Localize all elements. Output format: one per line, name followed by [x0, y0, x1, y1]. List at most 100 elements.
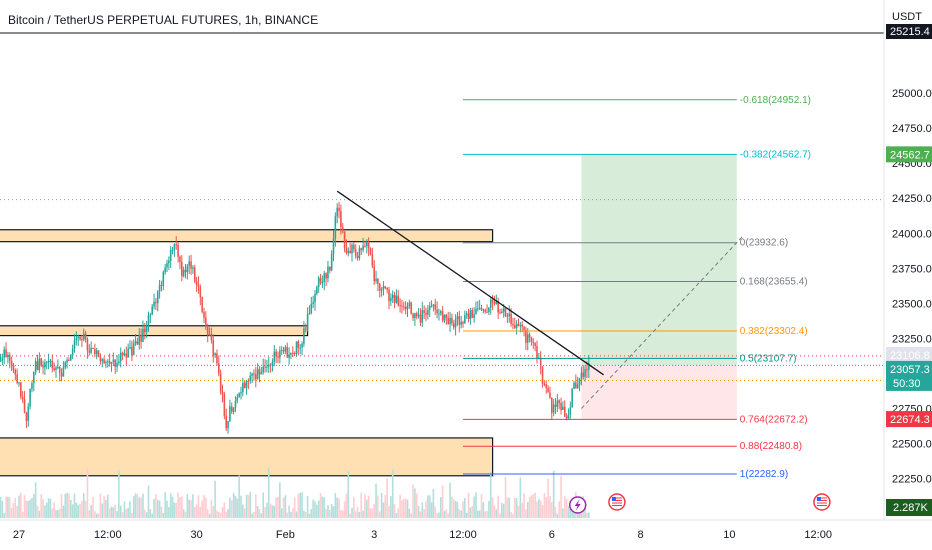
volume-bar	[445, 509, 448, 518]
volume-bar	[249, 492, 252, 518]
volume-bar	[501, 502, 503, 518]
stop-price-label: 22674.3	[890, 414, 930, 426]
candle-body	[554, 404, 557, 407]
volume-bar	[519, 477, 522, 518]
price-axis[interactable]: USDT 25215.4 22250.022500.022750.023000.…	[883, 0, 932, 520]
candle-body	[412, 313, 414, 318]
volume-bar	[175, 502, 178, 518]
flag-canton	[611, 497, 616, 501]
volume-bar	[107, 494, 109, 518]
drawn-lines[interactable]	[0, 190, 884, 409]
fib-retracement[interactable]: -0.618(24952.1) -0.382(24562.7) 0(23932.6)…	[463, 95, 811, 480]
volume-bar	[488, 500, 490, 518]
volume-bar	[460, 510, 462, 518]
candle-body	[275, 351, 277, 357]
event-icons[interactable]	[568, 493, 831, 514]
volume-bar	[552, 470, 555, 518]
candle-body	[427, 309, 429, 315]
volume-bar	[489, 471, 492, 518]
volume-bar	[262, 492, 264, 518]
candle-body	[410, 302, 412, 314]
volume-bar	[273, 505, 276, 518]
candle-body	[340, 211, 342, 228]
volume-bar	[563, 496, 566, 518]
candle-body	[336, 207, 338, 217]
volume-bar	[131, 512, 133, 518]
volume-bar	[55, 510, 57, 518]
fib-level-label: 0.382(23302.4)	[740, 326, 808, 337]
candle-body	[341, 227, 344, 232]
candle-body	[388, 289, 390, 302]
time-axis[interactable]: 27 12:00 30 Feb 3 12:00 6 8 10 12:00	[0, 519, 932, 541]
candle-body	[271, 361, 274, 366]
candle-body	[66, 359, 68, 363]
candle-body	[208, 334, 211, 336]
volume-bar	[469, 507, 472, 518]
volume-bar	[428, 495, 431, 518]
volume-bar	[586, 512, 588, 518]
volume-bar	[8, 497, 11, 518]
candle-body	[277, 356, 279, 358]
candle-body	[243, 382, 246, 388]
volume-bar	[47, 498, 50, 518]
volume-bars	[0, 467, 590, 518]
volume-bar	[556, 513, 559, 518]
candle-body	[7, 354, 9, 358]
volume-bar	[151, 513, 153, 518]
candle-body	[351, 244, 353, 254]
volume-bar	[20, 492, 22, 518]
volume-bar	[219, 513, 222, 518]
candle-body	[449, 317, 451, 325]
candle-body	[31, 383, 33, 390]
volume-bar	[127, 507, 129, 518]
candle-body	[475, 308, 477, 315]
volume-bar	[514, 497, 516, 518]
zone-1	[0, 325, 309, 337]
volume-bar	[38, 510, 41, 518]
volume-bar	[473, 496, 475, 518]
volume-bar	[414, 488, 416, 518]
volume-bar	[484, 511, 486, 518]
volume-bar	[210, 499, 213, 518]
candle-body	[493, 302, 496, 304]
volume-bar	[3, 513, 5, 518]
volume-bar	[526, 502, 529, 518]
volume-bar	[251, 513, 253, 518]
long-position-tool[interactable]	[581, 154, 737, 420]
candle-body	[164, 267, 166, 273]
candle-body	[179, 256, 181, 263]
volume-bar	[86, 467, 89, 518]
price-tick-label: 25000.0	[892, 88, 932, 100]
volume-bar	[449, 482, 451, 518]
candle-body	[545, 384, 548, 388]
price-tick-label: 22250.0	[892, 474, 932, 486]
candle-body	[460, 321, 462, 325]
candle-body	[549, 392, 551, 398]
candle-body	[373, 265, 375, 282]
volume-bar	[438, 512, 440, 518]
candle-body	[47, 360, 50, 363]
volume-bar	[58, 508, 61, 518]
volume-bar	[495, 509, 498, 518]
volume-bar	[325, 509, 327, 518]
volume-bar	[366, 499, 368, 518]
volume-label: 2.287K	[893, 502, 929, 514]
volume-bar	[142, 493, 144, 518]
volume-bar	[360, 492, 363, 518]
volume-bar	[186, 494, 189, 518]
candle-body	[495, 300, 498, 304]
volume-bar	[95, 513, 98, 518]
volume-bar	[242, 504, 244, 518]
supply-demand-zones[interactable]	[0, 229, 494, 477]
volume-bar	[173, 502, 176, 518]
candle-body	[262, 366, 264, 373]
volume-bar	[440, 497, 442, 518]
candle-body	[27, 406, 30, 421]
volume-bar	[452, 499, 455, 518]
volume-bar	[201, 500, 203, 518]
candle-body	[393, 294, 396, 303]
volume-bar	[240, 495, 242, 518]
candle-body	[347, 250, 350, 254]
volume-bar	[515, 498, 518, 518]
